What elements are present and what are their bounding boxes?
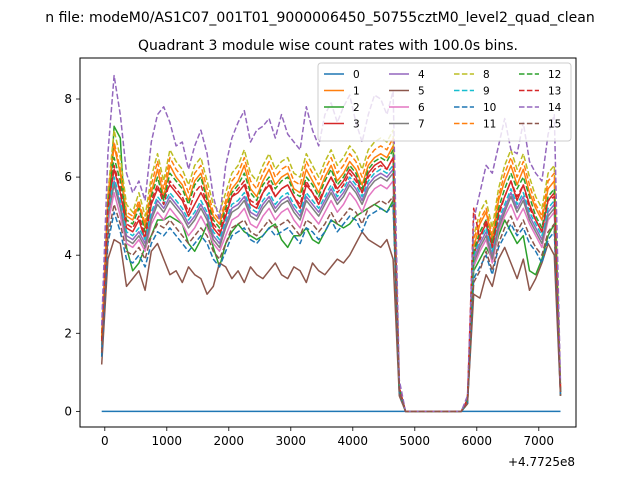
series-line-12: [100, 149, 562, 413]
legend-label-9: 9: [483, 86, 490, 98]
series-line-1: [100, 145, 562, 413]
legend-label-12: 12: [548, 69, 561, 81]
series-line-5: [100, 231, 562, 413]
series-line-6: [100, 180, 562, 413]
x-tick-label: 4000: [338, 434, 369, 448]
legend-label-5: 5: [418, 86, 425, 98]
figure-suptitle: n file: modeM0/AS1C07_001T01_9000006450_…: [45, 10, 594, 26]
plot-frame: [79, 57, 577, 428]
y-tick-label: 6: [64, 170, 72, 184]
series-line-4: [100, 168, 562, 413]
x-tick-label: 7000: [524, 434, 555, 448]
series-line-7: [100, 172, 562, 413]
x-axis: 0 1000 2000 3000 4000 5000 6000 7000: [101, 427, 554, 448]
x-tick-label: 6000: [462, 434, 493, 448]
y-tick-label: 4: [64, 248, 72, 262]
x-tick-label: 1000: [152, 434, 183, 448]
chart-title: Quadrant 3 module wise count rates with …: [138, 38, 518, 54]
legend-label-7: 7: [418, 119, 425, 131]
x-tick-label: 2000: [214, 434, 245, 448]
series-line-9: [100, 164, 562, 413]
series-line-8: [100, 129, 562, 413]
legend-label-2: 2: [353, 102, 360, 114]
legend-label-1: 1: [353, 86, 360, 98]
legend-label-6: 6: [418, 102, 425, 114]
legend-label-14: 14: [548, 102, 562, 114]
legend-label-4: 4: [418, 69, 425, 81]
series-line-10: [100, 203, 562, 413]
series-line-15: [100, 195, 562, 413]
y-axis: 0 2 4 6 8: [64, 92, 80, 418]
legend-label-13: 13: [548, 86, 561, 98]
x-tick-label: 5000: [400, 434, 431, 448]
x-offset-label: +4.7725e8: [508, 455, 575, 469]
legend-label-0: 0: [353, 69, 360, 81]
y-tick-label: 2: [64, 326, 72, 340]
series-line-13: [100, 156, 562, 413]
legend-box: [317, 62, 572, 142]
legend-label-3: 3: [353, 119, 360, 131]
series-layer: [100, 74, 562, 413]
x-tick-label: 0: [101, 434, 109, 448]
series-line-11: [100, 137, 562, 413]
y-tick-label: 8: [64, 92, 72, 106]
legend-label-15: 15: [548, 119, 561, 131]
x-tick-label: 3000: [276, 434, 307, 448]
legend-label-11: 11: [483, 119, 496, 131]
legend-label-8: 8: [483, 69, 490, 81]
legend-label-10: 10: [483, 102, 496, 114]
y-tick-label: 0: [64, 404, 72, 418]
